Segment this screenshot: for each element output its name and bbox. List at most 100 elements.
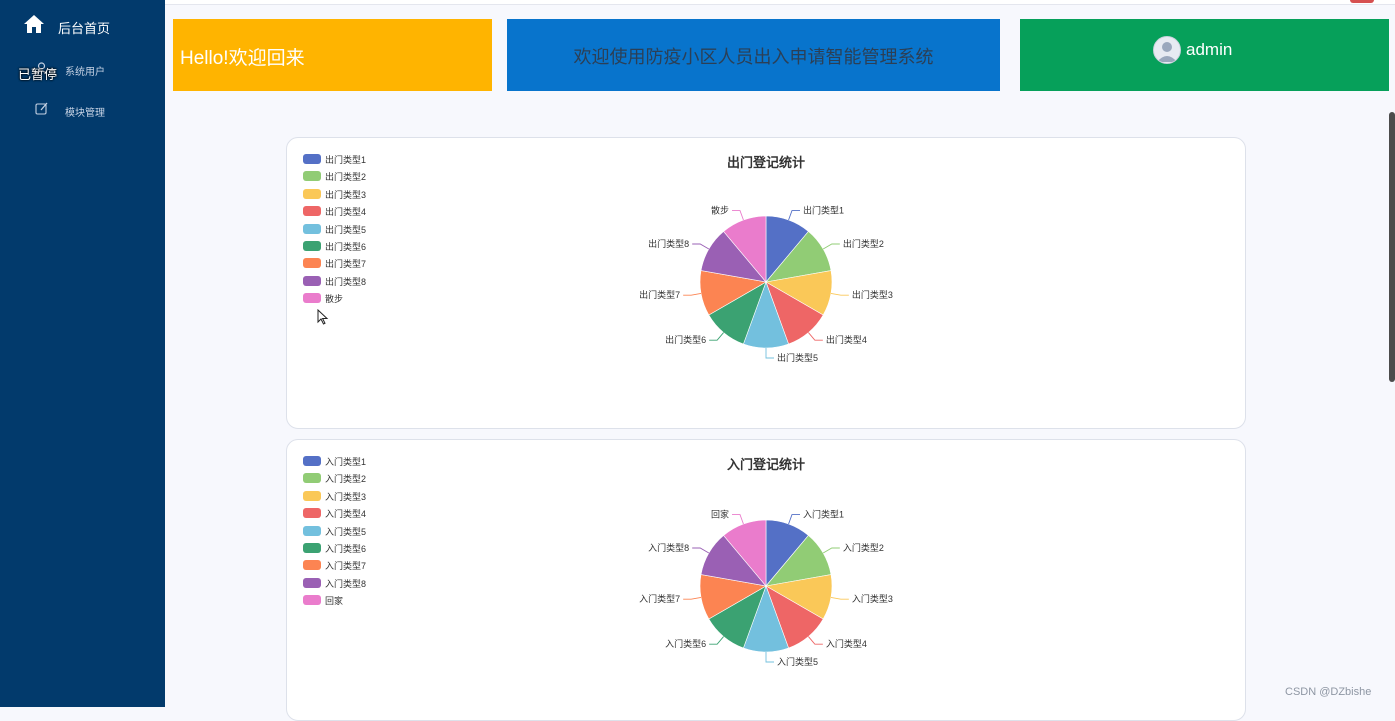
legend-label: 入门类型1 (325, 457, 367, 467)
label-leader-line (788, 514, 800, 525)
label-leader-line (709, 636, 724, 645)
legend-label: 入门类型3 (325, 491, 367, 502)
system-welcome-text: 欢迎使用防疫小区人员出入申请智能管理系统 (573, 47, 934, 67)
legend-swatch (303, 560, 321, 571)
pie-slice-label: 入门类型6 (665, 638, 706, 649)
avatar[interactable] (1153, 36, 1181, 64)
legend-swatch (303, 595, 321, 606)
pie-slice[interactable] (723, 519, 767, 587)
legend-label: 回家 (325, 596, 344, 607)
label-leader-line (683, 597, 702, 600)
sidebar-item-home[interactable]: 后台首页 (0, 12, 165, 40)
legend-swatch (303, 171, 321, 182)
pie-slice-label: 入门类型5 (777, 656, 818, 667)
pie-slice-label: 出门类型8 (648, 238, 689, 249)
sidebar-item-label: 模块管理 (65, 108, 105, 119)
page-scrollbar[interactable] (1389, 112, 1395, 382)
legend-swatch (303, 154, 321, 164)
system-welcome-banner: 欢迎使用防疫小区人员出入申请智能管理系统 (507, 19, 1000, 91)
pie-slice-label: 出门类型4 (826, 334, 867, 345)
sidebar-item-label: 系统用户 (65, 67, 105, 78)
legend-swatch (303, 490, 321, 501)
legend-label: 入门类型7 (325, 561, 367, 572)
pie-slice-label: 入门类型1 (803, 509, 844, 520)
sidebar-item-modules[interactable]: 模块管理 (0, 99, 165, 121)
legend-label: 散步 (325, 294, 344, 305)
label-leader-line (765, 652, 774, 663)
pie-slice[interactable] (723, 215, 767, 283)
legend-swatch (303, 275, 321, 286)
legend-swatch (303, 508, 321, 519)
user-banner[interactable]: admin (1020, 19, 1389, 91)
legend-label: 入门类型5 (325, 526, 367, 537)
pie-slice-label: 出门类型6 (665, 334, 706, 345)
chart-title: 出门登记统计 (726, 155, 805, 170)
top-indicator (1350, 0, 1374, 3)
pie-slice-label: 回家 (711, 509, 729, 520)
pie-slice-label: 入门类型2 (843, 542, 884, 553)
welcome-back-banner: Hello!欢迎回来 (173, 19, 492, 91)
exit-pie-chart: 出门类型1 出门类型2 出门类型3 出门类型4 出门类型5 出门类型6 出门类型7 出门类型8… (639, 205, 893, 363)
paused-overlay-text: 已暂停 (18, 67, 58, 82)
legend-swatch (303, 188, 321, 199)
legend-swatch (303, 542, 321, 553)
user-icon (35, 62, 48, 80)
label-leader-line (808, 636, 823, 645)
sidebar: 后台首页 系统用户 模块管理 已暂停 (0, 0, 165, 707)
legend-label: 出门类型5 (325, 224, 367, 235)
legend-label: 入门类型2 (325, 474, 367, 485)
label-leader-line (692, 547, 710, 554)
pie-slice-label: 出门类型5 (777, 352, 818, 363)
exit-stats-card: 出门登记统计 出门类型1 出门类型2 出门类型3 出门类型4 出门类型5 出门类… (286, 137, 1246, 429)
entry-stats-card: 入门登记统计 入门类型1 入门类型2 入门类型3 入门类型4 入门类型5 入门类… (286, 439, 1246, 721)
edit-icon (35, 102, 48, 120)
legend-swatch (303, 525, 321, 536)
legend-swatch (303, 258, 321, 269)
legend-swatch (303, 240, 321, 251)
label-leader-line (709, 332, 724, 341)
legend-label: 入门类型4 (325, 509, 367, 520)
legend-label: 入门类型8 (325, 578, 367, 589)
label-leader-line (822, 243, 840, 250)
legend-swatch (303, 293, 321, 304)
label-leader-line (683, 293, 702, 296)
legend-label: 入门类型6 (325, 543, 367, 554)
top-bar (165, 0, 1395, 5)
sidebar-item-label: 后台首页 (58, 21, 111, 36)
legend-swatch (303, 206, 321, 217)
sidebar-item-users[interactable]: 系统用户 (0, 58, 165, 82)
label-leader-line (830, 597, 849, 600)
legend-label: 出门类型8 (325, 276, 367, 287)
legend-label: 出门类型4 (325, 207, 367, 218)
pie-slice-label: 出门类型7 (639, 289, 680, 300)
pie-slice-label: 入门类型4 (826, 638, 867, 649)
label-leader-line (808, 332, 823, 341)
label-leader-line (822, 547, 840, 554)
legend-swatch (303, 577, 321, 588)
pie-slice-label: 入门类型7 (639, 593, 680, 604)
mouse-cursor-icon (317, 308, 329, 330)
label-leader-line (788, 210, 800, 221)
pie-slice-label: 散步 (711, 205, 729, 216)
avatar-icon (1157, 42, 1177, 62)
username[interactable]: admin (1186, 40, 1233, 59)
legend-label: 出门类型2 (325, 172, 367, 183)
label-leader-line (692, 243, 710, 250)
pie-slice-label: 入门类型3 (852, 593, 893, 604)
legend-label: 出门类型6 (325, 241, 367, 252)
pie-slice-label: 出门类型2 (843, 238, 884, 249)
entry-pie-chart: 入门类型1 入门类型2 入门类型3 入门类型4 入门类型5 入门类型6 入门类型7 入门类型8… (639, 509, 893, 667)
legend-label: 出门类型7 (325, 259, 367, 270)
legend-swatch (303, 223, 321, 234)
label-leader-line (732, 514, 744, 525)
label-leader-line (830, 293, 849, 296)
chart-title: 入门登记统计 (726, 457, 805, 472)
legend-swatch (303, 456, 321, 466)
welcome-back-text: Hello!欢迎回来 (180, 48, 305, 69)
legend-label: 出门类型3 (325, 189, 367, 200)
home-icon (23, 14, 45, 39)
watermark: CSDN @DZbishe (1285, 686, 1372, 698)
pie-slice-label: 出门类型3 (852, 289, 893, 300)
label-leader-line (765, 348, 774, 359)
pie-slice-label: 出门类型1 (803, 205, 844, 216)
